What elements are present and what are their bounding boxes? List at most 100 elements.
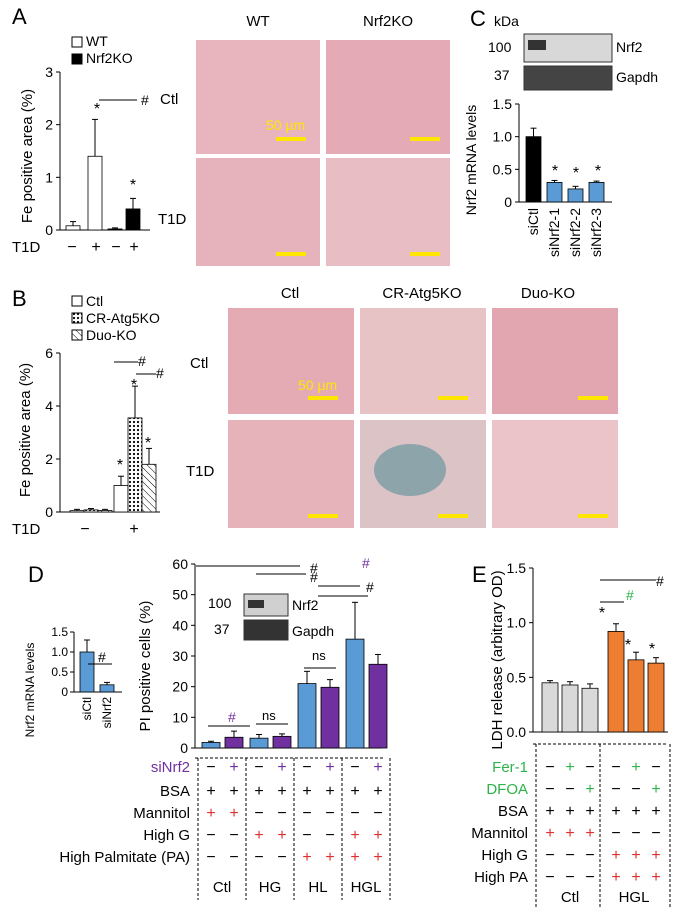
micro-a-col-wt: WT (246, 13, 269, 30)
chart-d-bar-1-3 (368, 663, 388, 749)
legend-a-wt-swatch (71, 36, 83, 48)
panel-label-e: E (472, 562, 487, 587)
chart-c-bar-2 (567, 188, 584, 203)
chart-c-ylabel: Nrf2 mRNA levels (463, 105, 479, 215)
chart-d-row-val-3-5: − (325, 827, 334, 844)
chart-d-row-val-0-5: + (325, 759, 334, 776)
micro-b-col-ctl: Ctl (281, 285, 299, 302)
legend-b-duo: Duo-KO (86, 327, 137, 343)
chart-d-ytick-label: 40 (172, 617, 188, 633)
chart-d-row-val-2-5: − (325, 805, 334, 822)
chart-e-row-val-2-0: + (545, 803, 554, 820)
chart-e-star-3: * (649, 641, 655, 658)
chart-a-bar-ko-1 (125, 208, 141, 231)
chart-e-row-val-2-4: + (631, 803, 640, 820)
chart-d-row-val-1-3: + (277, 783, 286, 800)
chart-d-bar-0-3 (345, 638, 365, 749)
blot-c-nrf2: Nrf2 (616, 39, 643, 55)
chart-d-row-val-0-6: − (350, 759, 359, 776)
micro-b-scalebar-5 (438, 514, 468, 518)
chart-d-row-val-1-2: + (254, 783, 263, 800)
chart-a-bar-ko-0 (107, 228, 123, 231)
micro-b-scale-text: 50 µm (298, 377, 337, 393)
chart-e-star-1: * (599, 605, 605, 622)
chart-e-row-label-1: DFOA (486, 781, 528, 798)
chart-e-row-val-4-0: − (545, 847, 554, 864)
chart-d-row-val-3-4: − (302, 827, 311, 844)
chart-e-row-val-2-2: + (585, 803, 594, 820)
chart-d: PI positive cells (%) 0 10 20 30 40 50 60 100 … (59, 555, 391, 900)
legend-b-duo-swatch (71, 329, 83, 341)
chart-c-xlabel-0: siCtl (525, 208, 541, 235)
chart-e-row-val-3-2: + (585, 825, 594, 842)
micro-b-scalebar-6 (578, 514, 608, 518)
chart-d-row-val-4-6: + (350, 849, 359, 866)
micro-b-scalebar-3 (578, 396, 608, 400)
chart-b-ytick-label: 4 (45, 398, 53, 414)
micro-a-row-ctl: Ctl (160, 91, 178, 108)
chart-d-row-val-4-4: + (302, 849, 311, 866)
chart-e-row-val-5-4: + (631, 869, 640, 886)
legend-b-cr-swatch (71, 312, 83, 324)
micro-b-col-cr: CR-Atg5KO (382, 285, 461, 302)
chart-b-bar-2-0 (97, 510, 113, 513)
chart-e-row-val-3-1: + (565, 825, 574, 842)
chart-c-bar-1 (546, 181, 563, 203)
chart-a-x2: + (91, 239, 100, 256)
chart-d-bar-1-0 (224, 736, 244, 749)
chart-d-small-ytick-label: 0 (61, 685, 68, 699)
blot-c-gapdh-band (523, 65, 613, 91)
chart-e-row-val-3-0: + (545, 825, 554, 842)
chart-c-star-3: * (595, 163, 601, 180)
chart-b-sig-1: # (138, 353, 146, 369)
chart-d-row-val-3-1: − (229, 827, 238, 844)
chart-b-legend: Ctl CR-Atg5KO Duo-KO (71, 293, 160, 343)
chart-d-small: Nrf2 mRNA levels 0 0.5 1.0 1.5 siCtl siNrf2 # (23, 625, 122, 737)
blot-c-mark-37: 37 (494, 67, 510, 83)
chart-e-row-val-4-5: + (651, 847, 660, 864)
chart-a-x4: + (129, 239, 138, 256)
chart-e-bar-2 (581, 687, 599, 733)
micro-b-ctl-t1d (228, 420, 354, 528)
chart-e-bar-0 (541, 682, 559, 733)
chart-a-x3: − (111, 239, 120, 256)
chart-b-bar-1-1 (127, 417, 143, 513)
micro-b-scalebar-4 (308, 514, 338, 518)
chart-e-row-val-0-4: + (631, 759, 640, 776)
chart-e-row-val-0-0: − (545, 759, 554, 776)
chart-e-bar-1 (561, 684, 579, 733)
chart-e-ylabel: LDH release (arbitrary OD) (489, 570, 506, 749)
micro-b-iron-stain (374, 444, 446, 496)
chart-e-row-label-3: Mannitol (471, 825, 528, 842)
chart-b-star-3: * (145, 435, 151, 452)
blot-c: kDa 100 37 Nrf2 Gapdh (488, 13, 658, 91)
chart-e-group-1: HGL (619, 889, 650, 906)
chart-e-bar-4 (627, 659, 645, 733)
chart-c-xlabel-1: siNrf2-1 (546, 208, 562, 257)
chart-a-legend: WT Nrf2KO (71, 33, 133, 66)
chart-e-bar-3 (607, 631, 625, 733)
chart-d-ytick-label: 30 (172, 648, 188, 664)
chart-e-ytick-label: 0.0 (507, 724, 527, 740)
chart-d-row-val-0-1: + (229, 759, 238, 776)
chart-d-row-val-3-0: − (206, 827, 215, 844)
micro-a-row-t1d: T1D (158, 211, 187, 228)
micro-a-ko-ctl (326, 40, 450, 154)
chart-a-t1d: T1D (12, 239, 41, 256)
chart-e-row-val-1-1: − (565, 781, 574, 798)
chart-a-ytick-label: 3 (45, 64, 53, 80)
chart-d-row-val-4-3: − (277, 849, 286, 866)
chart-b-ytick-label: 6 (45, 345, 53, 361)
chart-d-row-val-4-2: − (254, 849, 263, 866)
chart-d-row-val-1-4: + (302, 783, 311, 800)
chart-d-row-val-2-3: − (277, 805, 286, 822)
chart-d-row-val-2-1: + (229, 805, 238, 822)
chart-e-row-val-0-2: − (585, 759, 594, 776)
micro-a-scalebar-4 (410, 252, 440, 256)
chart-d-ytick-label: 0 (180, 740, 188, 756)
micro-b-scalebar-2 (438, 396, 468, 400)
chart-d-row-val-0-0: − (206, 759, 215, 776)
chart-e-row-val-5-2: − (585, 869, 594, 886)
chart-e-row-val-5-0: − (545, 869, 554, 886)
chart-d-small-sig: # (98, 649, 106, 665)
